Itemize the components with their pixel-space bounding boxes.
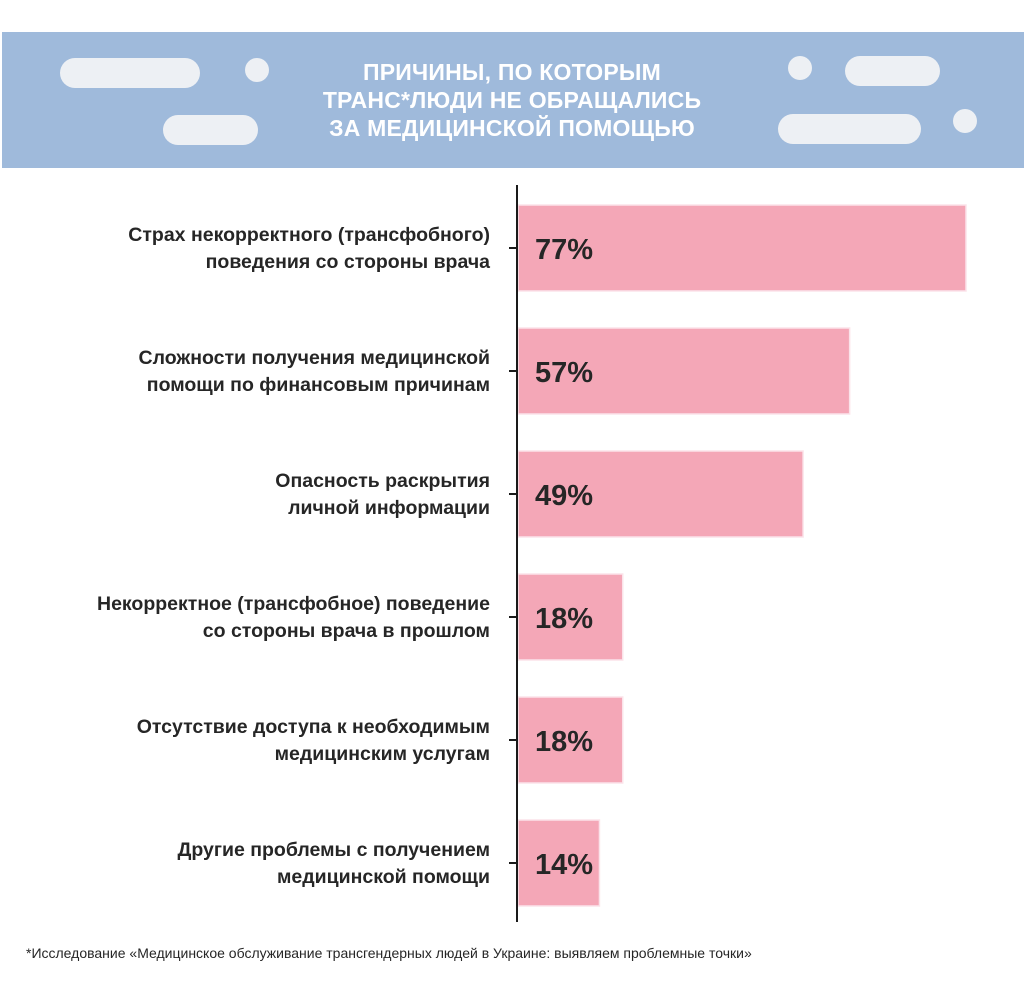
value-label: 49% bbox=[535, 480, 593, 512]
decorative-pill bbox=[163, 115, 258, 145]
header-banner bbox=[2, 32, 1024, 168]
category-label: Другие проблемы с получением медицинской … bbox=[177, 839, 490, 888]
bar bbox=[517, 819, 601, 907]
category-label: Некорректное (трансфобное) поведение со с… bbox=[97, 593, 490, 642]
bar bbox=[517, 204, 967, 292]
bar bbox=[517, 696, 624, 784]
decorative-dot bbox=[788, 56, 812, 80]
bar bbox=[517, 450, 804, 538]
category-label: Страх некорректного (трансфобного) поведе… bbox=[128, 224, 490, 273]
decorative-pill bbox=[778, 114, 921, 144]
chart-title: ПРИЧИНЫ, ПО КОТОРЫМ ТРАНС*ЛЮДИ НЕ ОБРАЩА… bbox=[322, 59, 702, 141]
decorative-dot bbox=[245, 58, 269, 82]
bar bbox=[517, 327, 851, 415]
category-label: Отсутствие доступа к необходимым медицинс… bbox=[137, 716, 490, 765]
value-label: 18% bbox=[535, 603, 593, 635]
value-label: 14% bbox=[535, 849, 593, 881]
value-label: 77% bbox=[535, 234, 593, 266]
decorative-pill bbox=[845, 56, 940, 86]
decorative-dot bbox=[953, 109, 977, 133]
category-label: Опасность раскрытия личной информации bbox=[275, 470, 490, 519]
decorative-pill bbox=[60, 58, 200, 88]
value-label: 18% bbox=[535, 726, 593, 758]
value-label: 57% bbox=[535, 357, 593, 389]
category-label: Сложности получения медицинской помощи по… bbox=[139, 347, 490, 396]
footnote: *Исследование «Медицинское обслуживание … bbox=[26, 945, 752, 961]
